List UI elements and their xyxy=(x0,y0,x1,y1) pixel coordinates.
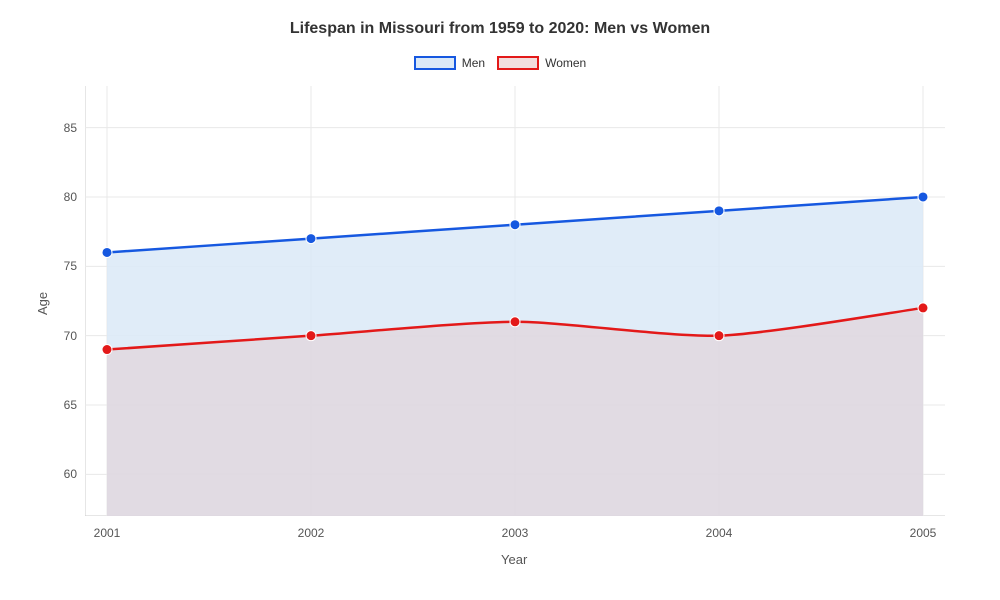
y-tick-label: 85 xyxy=(55,121,77,135)
legend-swatch-men xyxy=(414,56,456,70)
x-axis-label: Year xyxy=(501,552,527,567)
chart-svg xyxy=(85,86,945,516)
legend-item-men[interactable]: Men xyxy=(414,56,485,70)
x-tick-label: 2003 xyxy=(502,526,529,540)
y-axis-label: Age xyxy=(35,292,50,315)
x-tick-label: 2002 xyxy=(298,526,325,540)
x-tick-label: 2001 xyxy=(94,526,121,540)
y-tick-label: 80 xyxy=(55,190,77,204)
legend-item-women[interactable]: Women xyxy=(497,56,586,70)
y-tick-label: 65 xyxy=(55,398,77,412)
legend-label-women: Women xyxy=(545,56,586,70)
y-tick-label: 60 xyxy=(55,467,77,481)
legend-label-men: Men xyxy=(462,56,485,70)
legend-swatch-women xyxy=(497,56,539,70)
plot-area xyxy=(85,86,945,516)
chart-title: Lifespan in Missouri from 1959 to 2020: … xyxy=(0,20,1000,38)
x-tick-label: 2004 xyxy=(706,526,733,540)
y-tick-label: 70 xyxy=(55,329,77,343)
chart-container: Lifespan in Missouri from 1959 to 2020: … xyxy=(0,0,1000,600)
legend: Men Women xyxy=(0,56,1000,70)
x-tick-label: 2005 xyxy=(910,526,937,540)
y-tick-label: 75 xyxy=(55,259,77,273)
